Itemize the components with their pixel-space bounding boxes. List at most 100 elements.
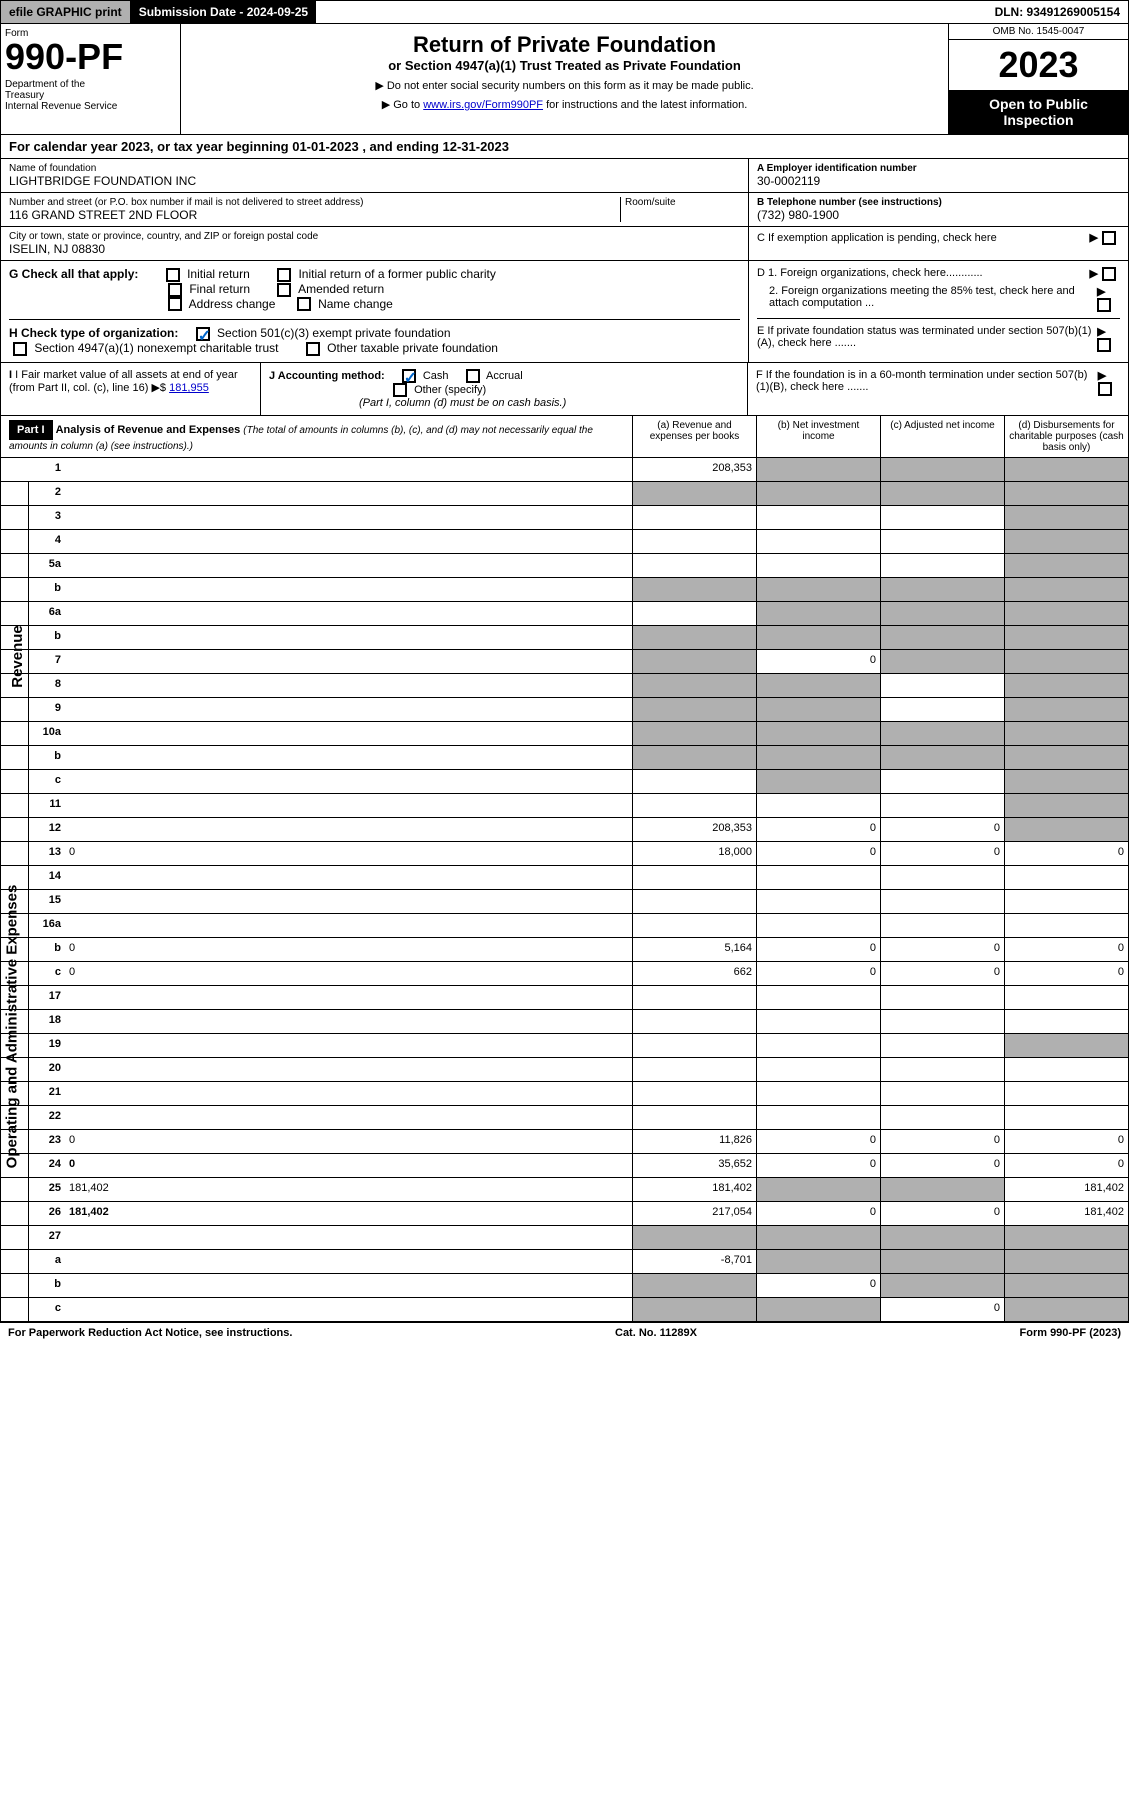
form-number: 990-PF	[5, 39, 176, 75]
cell-col-b: 0	[756, 842, 880, 865]
line-description	[65, 986, 632, 1009]
cell-col-c: 0	[880, 1298, 1004, 1321]
final-return-checkbox[interactable]	[168, 283, 182, 297]
dept-treasury: Department of theTreasuryInternal Revenu…	[5, 79, 176, 112]
section-d1: D 1. Foreign organizations, check here..…	[757, 267, 983, 281]
cell-col-d	[1004, 1034, 1128, 1057]
fmv-value: 181,955	[169, 382, 209, 394]
line-description: 181,402	[65, 1178, 632, 1201]
cell-col-b: 0	[756, 1274, 880, 1297]
address-change-checkbox[interactable]	[168, 297, 182, 311]
table-row: 8	[0, 674, 1129, 698]
ein-label: A Employer identification number	[757, 163, 1120, 174]
line-description: 181,402	[65, 1202, 632, 1225]
cell-col-b	[756, 626, 880, 649]
cell-col-d: 0	[1004, 842, 1128, 865]
cell-col-a	[632, 674, 756, 697]
line-number: b	[29, 626, 65, 649]
cell-col-b: 0	[756, 1130, 880, 1153]
cell-col-b	[756, 554, 880, 577]
city-state-zip: ISELIN, NJ 08830	[9, 242, 740, 256]
table-row: b	[0, 746, 1129, 770]
line-description: 0	[65, 1154, 632, 1177]
section-c-checkbox[interactable]	[1102, 231, 1116, 245]
cell-col-d	[1004, 626, 1128, 649]
cell-col-c	[880, 1058, 1004, 1081]
line-number: 12	[29, 818, 65, 841]
line-description	[65, 626, 632, 649]
sections-i-j-f: I I Fair market value of all assets at e…	[0, 363, 1129, 416]
cell-col-b	[756, 1106, 880, 1129]
part-1-header: Part I Analysis of Revenue and Expenses …	[0, 416, 1129, 458]
line-number: b	[29, 746, 65, 769]
cell-col-d: 0	[1004, 1154, 1128, 1177]
other-method-checkbox[interactable]	[393, 383, 407, 397]
other-taxable-checkbox[interactable]	[306, 342, 320, 356]
4947a1-checkbox[interactable]	[13, 342, 27, 356]
line-description	[65, 1250, 632, 1273]
cell-col-d	[1004, 770, 1128, 793]
initial-return-checkbox[interactable]	[166, 268, 180, 282]
section-h-label: H Check type of organization:	[9, 326, 178, 340]
cell-col-d: 0	[1004, 938, 1128, 961]
line-number: b	[29, 578, 65, 601]
cell-col-a	[632, 1010, 756, 1033]
address: 116 GRAND STREET 2ND FLOOR	[9, 208, 620, 222]
lines-table: 1208,3532345ab6ab708910abc1112208,353001…	[0, 458, 1129, 1322]
d1-checkbox[interactable]	[1102, 267, 1116, 281]
footer-center: Cat. No. 11289X	[615, 1327, 697, 1339]
accrual-checkbox[interactable]	[466, 369, 480, 383]
line-number: 3	[29, 506, 65, 529]
501c3-checkbox[interactable]	[196, 327, 210, 341]
d2-checkbox[interactable]	[1097, 298, 1111, 312]
cell-col-c	[880, 1274, 1004, 1297]
cell-col-d	[1004, 578, 1128, 601]
table-row: 4	[0, 530, 1129, 554]
cell-col-d	[1004, 986, 1128, 1009]
cell-col-d	[1004, 866, 1128, 889]
cell-col-d	[1004, 458, 1128, 481]
table-row: 14	[0, 866, 1129, 890]
line-number: 20	[29, 1058, 65, 1081]
line-number: 23	[29, 1130, 65, 1153]
cell-col-d: 0	[1004, 962, 1128, 985]
line-number: 11	[29, 794, 65, 817]
cell-col-a: 181,402	[632, 1178, 756, 1201]
cell-col-d	[1004, 506, 1128, 529]
cell-col-a	[632, 722, 756, 745]
f-checkbox[interactable]	[1098, 382, 1112, 396]
cell-col-a	[632, 482, 756, 505]
cell-col-b	[756, 1082, 880, 1105]
cell-col-b	[756, 698, 880, 721]
table-row: b	[0, 578, 1129, 602]
line-description	[65, 650, 632, 673]
initial-public-checkbox[interactable]	[277, 268, 291, 282]
cell-col-c	[880, 1178, 1004, 1201]
line-number: c	[29, 962, 65, 985]
cell-col-b	[756, 530, 880, 553]
line-description	[65, 1058, 632, 1081]
cell-col-a	[632, 530, 756, 553]
line-number: 19	[29, 1034, 65, 1057]
line-description	[65, 914, 632, 937]
cell-col-b	[756, 1250, 880, 1273]
sections-g-h-d-e: G Check all that apply: Initial return I…	[0, 261, 1129, 363]
efile-print-button[interactable]: efile GRAPHIC print	[1, 1, 131, 23]
irs-link[interactable]: www.irs.gov/Form990PF	[423, 99, 543, 111]
cash-checkbox[interactable]	[402, 369, 416, 383]
col-d-header: (d) Disbursements for charitable purpose…	[1004, 416, 1128, 457]
cell-col-a	[632, 1106, 756, 1129]
line-description	[65, 1274, 632, 1297]
line-description: 0	[65, 962, 632, 985]
line-description	[65, 1034, 632, 1057]
cell-col-c	[880, 986, 1004, 1009]
cell-col-b	[756, 1298, 880, 1321]
line-description	[65, 770, 632, 793]
tax-year: 2023	[949, 40, 1128, 90]
e-checkbox[interactable]	[1097, 338, 1111, 352]
cell-col-b: 0	[756, 1154, 880, 1177]
cell-col-c	[880, 626, 1004, 649]
table-row: 6a	[0, 602, 1129, 626]
name-change-checkbox[interactable]	[297, 297, 311, 311]
amended-return-checkbox[interactable]	[277, 283, 291, 297]
